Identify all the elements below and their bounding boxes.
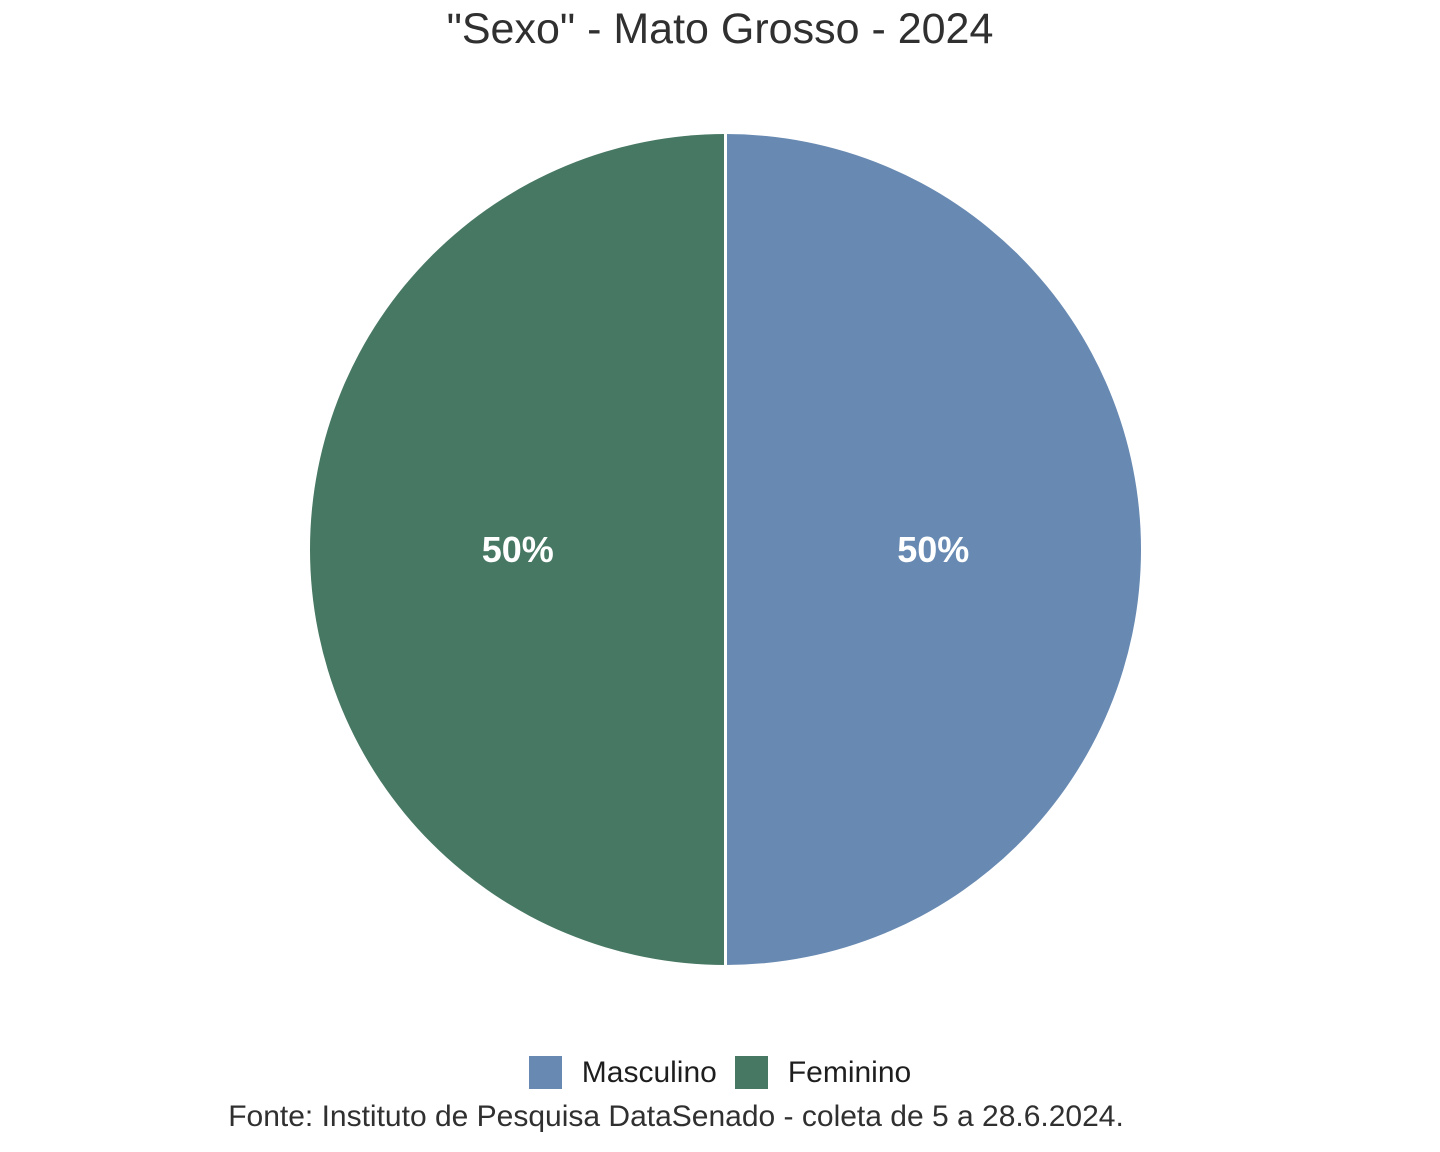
legend-swatch bbox=[734, 1056, 768, 1089]
slice-label: 50% bbox=[897, 528, 970, 570]
slice-divider bbox=[724, 549, 727, 965]
legend-item: Feminino bbox=[734, 1056, 912, 1089]
slice-label: 50% bbox=[481, 528, 554, 570]
legend-label: Masculino bbox=[581, 1056, 717, 1089]
legend-item: Masculino bbox=[528, 1056, 717, 1089]
chart-title: "Sexo" - Mato Grosso - 2024 bbox=[446, 5, 994, 53]
legend-label: Feminino bbox=[787, 1056, 912, 1089]
legend: Masculino Feminino bbox=[0, 1056, 1440, 1089]
legend-swatch bbox=[528, 1056, 562, 1089]
pie-chart: 50% 50% bbox=[310, 134, 1141, 965]
chart-caption: Fonte: Instituto de Pesquisa DataSenado … bbox=[228, 1100, 1124, 1133]
slice-divider bbox=[724, 134, 727, 550]
